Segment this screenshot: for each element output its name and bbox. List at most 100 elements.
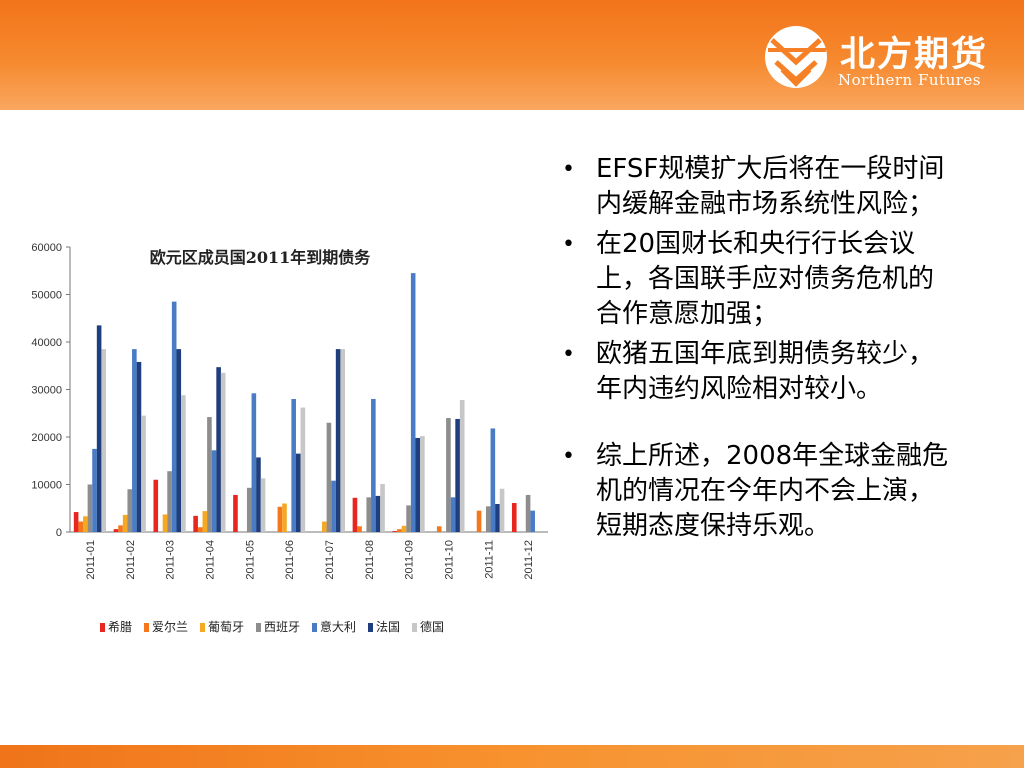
bar-2011-02-2 — [122, 514, 128, 532]
bar-2011-01-1 — [78, 521, 84, 532]
y-tick-label: 10000 — [31, 480, 62, 492]
bullet-dot-icon: • — [562, 444, 575, 469]
bar-2011-02-6 — [141, 415, 146, 533]
bar-2011-09-1 — [397, 529, 402, 532]
bar-2011-08-3 — [366, 497, 372, 532]
bar-2011-11-6 — [499, 488, 505, 532]
y-tick-label: 20000 — [31, 432, 62, 444]
bar-2011-06-4 — [291, 399, 296, 532]
bar-2011-04-1 — [197, 527, 203, 532]
bar-2011-04-0 — [193, 515, 198, 532]
bar-2011-12-4 — [530, 510, 535, 533]
bar-2011-07-5 — [335, 349, 341, 532]
bar-2011-08-0 — [352, 497, 358, 532]
legend-swatch-3 — [256, 623, 261, 632]
bar-2011-09-2 — [401, 525, 407, 532]
bar-2011-10-3 — [446, 418, 451, 532]
bar-2011-01-6 — [101, 349, 107, 532]
bar-2011-04-3 — [207, 417, 212, 532]
bar-2011-04-4 — [211, 450, 217, 532]
bullet-dot-icon: • — [562, 232, 575, 257]
x-tick-label: 2011-01 — [85, 540, 97, 580]
brand-name-en: Northern Futures — [838, 71, 981, 89]
x-tick-label: 2011-02 — [125, 540, 137, 580]
bar-2011-03-4 — [171, 301, 177, 533]
bar-2011-06-1 — [277, 506, 283, 532]
bar-2011-07-2 — [322, 521, 327, 532]
bar-2011-06-2 — [282, 503, 287, 532]
legend-swatch-5 — [368, 623, 373, 632]
x-tick-label: 2011-09 — [404, 540, 416, 580]
bar-2011-10-5 — [455, 418, 460, 532]
bar-2011-07-3 — [326, 422, 332, 532]
brand-name-cn: 北方期货 — [840, 35, 989, 75]
x-tick-label: 2011-07 — [324, 540, 336, 580]
bar-2011-06-6 — [300, 407, 306, 532]
x-tick-label: 2011-12 — [523, 540, 535, 580]
bar-2011-05-6 — [260, 478, 266, 532]
bar-2011-03-5 — [176, 349, 182, 532]
bar-2011-03-0 — [153, 479, 159, 532]
footer-band — [0, 745, 1024, 768]
bar-2011-07-6 — [340, 349, 346, 532]
company-logo: 北方期货 Northern Futures — [762, 22, 1002, 92]
bar-2011-05-5 — [256, 457, 261, 532]
y-tick-label: 60000 — [31, 242, 62, 254]
bullet-conclusion: • 综上所述，2008年全球金融危机的情况在今年内不会上演，短期态度保持乐观。 — [562, 441, 949, 541]
bar-2011-09-4 — [410, 273, 416, 533]
bar-2011-10-6 — [459, 399, 465, 532]
bar-2011-01-2 — [83, 516, 88, 532]
bar-2011-01-3 — [87, 484, 93, 532]
legend-label-0: 希腊 — [108, 619, 132, 634]
bar-2011-11-3 — [485, 506, 491, 532]
legend-swatch-0 — [100, 623, 105, 632]
bar-2011-09-0 — [392, 531, 398, 532]
y-tick-label: 40000 — [31, 337, 62, 349]
bullet-g20: • 在20国财长和央行行长会议上，各国联手应对债务危机的合作意愿加强； — [562, 229, 935, 329]
bar-2011-02-3 — [127, 489, 133, 532]
legend-swatch-2 — [200, 623, 205, 632]
legend-label-5: 法国 — [376, 620, 400, 634]
bar-2011-04-5 — [216, 367, 221, 532]
y-tick-label: 30000 — [31, 385, 62, 397]
bar-2011-10-4 — [450, 497, 456, 532]
bar-2011-02-4 — [132, 349, 137, 532]
bar-2011-12-3 — [525, 494, 531, 532]
x-tick-label: 2011-11 — [483, 540, 495, 579]
bar-2011-08-6 — [380, 484, 385, 532]
legend-label-6: 德国 — [420, 619, 444, 634]
bar-2011-03-3 — [167, 471, 172, 532]
y-tick-label: 50000 — [31, 290, 62, 302]
bar-2011-01-4 — [92, 448, 97, 533]
bar-2011-06-5 — [295, 453, 301, 533]
bar-2011-03-6 — [181, 395, 186, 532]
legend-swatch-1 — [144, 623, 149, 632]
bar-2011-02-0 — [113, 529, 119, 532]
legend-swatch-6 — [412, 623, 417, 632]
chart-title: 欧元区成员国2011年到期债务 — [150, 248, 372, 267]
bar-2011-07-4 — [331, 480, 336, 532]
bar-2011-08-4 — [371, 399, 376, 532]
legend-swatch-4 — [312, 623, 317, 632]
summary-bullets: • EFSF规模扩大后将在一段时间内缓解金融市场系统性风险； • 在20国财长和央行… — [560, 152, 950, 549]
legend-label-1: 爱尔兰 — [152, 619, 188, 634]
bar-2011-01-0 — [73, 512, 79, 532]
bar-2011-04-2 — [202, 511, 208, 532]
x-tick-label: 2011-08 — [364, 540, 376, 580]
bar-2011-12-0 — [511, 503, 517, 532]
bullet-dot-icon: • — [562, 342, 575, 367]
bar-2011-08-5 — [375, 495, 381, 532]
bar-2011-11-1 — [476, 510, 482, 533]
bullet-piigs: • 欧猪五国年底到期债务较少，年内违约风险相对较小。 — [562, 339, 935, 404]
header-band — [0, 0, 1024, 110]
bar-2011-01-5 — [96, 325, 102, 533]
bar-2011-11-4 — [490, 428, 496, 532]
legend-label-4: 意大利 — [320, 619, 356, 634]
bar-2011-05-0 — [233, 494, 238, 532]
maturing-debt-bar-chart: 欧元区成员国2011年到期债务 0 10000 20000 30000 40000 500… — [20, 233, 550, 643]
legend-label-3: 西班牙 — [264, 620, 300, 634]
legend-label-2: 葡萄牙 — [208, 620, 244, 634]
x-tick-label: 2011-04 — [204, 540, 216, 580]
x-tick-label: 2011-05 — [244, 540, 256, 580]
northern-futures-emblem-icon — [765, 26, 827, 88]
